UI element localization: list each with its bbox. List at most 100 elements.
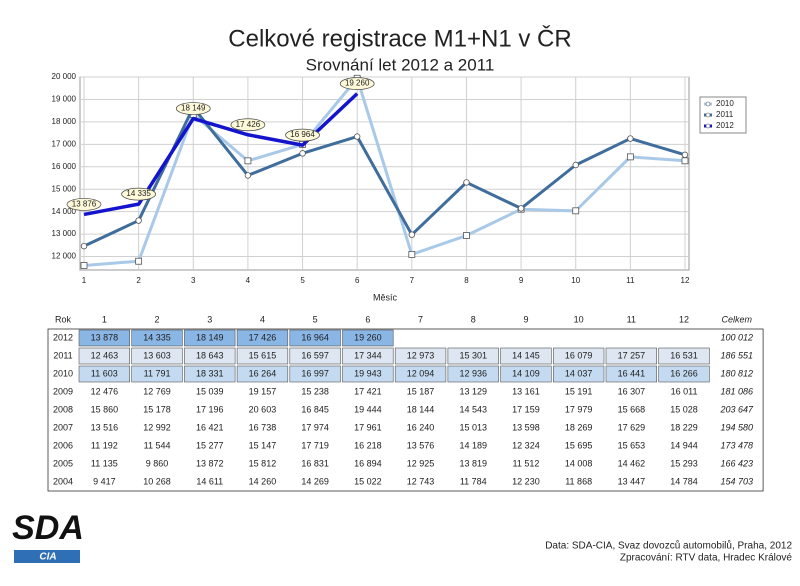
- table-cell: 14 944: [670, 440, 698, 450]
- table-cell: 2007: [53, 422, 73, 432]
- data-label: 19 260: [345, 79, 370, 88]
- table-cell: 20 603: [249, 404, 277, 414]
- table-cell: 17 426: [249, 332, 277, 342]
- table-cell: 18 144: [407, 404, 435, 414]
- table-cell: 203 647: [719, 404, 754, 414]
- table-cell: 154 703: [720, 476, 753, 486]
- table-cell: 14 037: [565, 368, 593, 378]
- footer-processing: Zpracování: RTV data, Hradec Králové: [620, 553, 793, 564]
- point: [463, 179, 470, 186]
- table-cell: 2006: [53, 440, 73, 450]
- table-cell-bg: [658, 347, 710, 365]
- y-tick-label: 19 000: [52, 95, 77, 104]
- table-cell: 16 307: [618, 386, 646, 396]
- y-tick-label: 12 000: [52, 252, 77, 261]
- table-cell: 13 819: [459, 458, 487, 468]
- table-cell: 15 860: [91, 404, 119, 414]
- x-tick-label: 9: [519, 276, 524, 285]
- table-cell: 11 784: [460, 476, 487, 486]
- table-cell: 17 196: [196, 404, 224, 414]
- table-cell: 16 738: [249, 422, 277, 432]
- table-cell: 14 260: [249, 476, 277, 486]
- y-tick-label: 13 000: [52, 229, 77, 238]
- table-cell-bg: [131, 365, 183, 383]
- table-cell: 13 598: [512, 422, 540, 432]
- table-header: 2: [155, 314, 160, 324]
- table-cell: 2005: [53, 458, 73, 468]
- y-tick-label: 17 000: [52, 139, 77, 148]
- table-cell: 16 218: [354, 440, 382, 450]
- y-tick-label: 16 000: [52, 162, 77, 171]
- table-cell: 13 872: [196, 458, 224, 468]
- table-cell: 9 860: [146, 458, 169, 468]
- table-cell: 17 979: [565, 404, 593, 414]
- table-cell-bg: [236, 365, 289, 383]
- table-cell: 18 269: [565, 422, 593, 432]
- table-cell: 15 277: [196, 440, 224, 450]
- data-label-bg: [339, 77, 375, 90]
- series-line: [83, 105, 686, 248]
- table-cell: 16 831: [301, 458, 329, 468]
- table-cell: 16 894: [354, 458, 382, 468]
- chart-subtitle: Srovnání let 2012 a 2011: [306, 55, 495, 74]
- table-cell: 13 878: [91, 332, 119, 342]
- table-cell: 14 543: [459, 404, 487, 414]
- point: [681, 151, 689, 159]
- table-cell: 15 238: [301, 386, 329, 396]
- table-cell: 194 580: [720, 422, 753, 432]
- table-cell: 16 845: [301, 404, 329, 414]
- table-cell: 17 257: [618, 350, 646, 360]
- chart-title: Celkové registrace M1+N1 v ČR: [228, 24, 571, 52]
- table-cell-bg: [605, 365, 658, 383]
- table-cell: 18 229: [670, 422, 698, 432]
- point: [572, 207, 580, 215]
- table-cell: 13 603: [143, 350, 171, 360]
- legend-label: 2012: [716, 121, 734, 130]
- point: [626, 153, 634, 161]
- table-cell: 16 266: [670, 368, 698, 378]
- table-header: 1: [102, 314, 107, 324]
- x-tick-label: 2: [136, 276, 141, 285]
- point: [80, 262, 88, 269]
- table-cell: 186 551: [720, 350, 753, 360]
- table-cell: 12 936: [459, 368, 487, 378]
- table-cell-bg: [78, 347, 131, 365]
- point: [80, 242, 88, 250]
- table-cell: 19 260: [354, 332, 382, 342]
- x-tick-label: 7: [410, 276, 415, 285]
- table-cell: 11 544: [144, 440, 171, 450]
- table-cell-bg: [658, 365, 710, 383]
- table-cell: 15 191: [565, 386, 593, 396]
- table-cell: 17 961: [354, 422, 382, 432]
- table-header: Rok: [55, 314, 72, 324]
- table-cell: 11 512: [513, 458, 540, 468]
- table-cell: 17 974: [301, 422, 329, 432]
- table-cell: 16 531: [670, 350, 698, 360]
- table-cell: 14 611: [196, 476, 223, 486]
- table-cell: 2009: [53, 386, 73, 396]
- x-tick-label: 8: [464, 276, 469, 285]
- table-header: 8: [471, 314, 476, 324]
- data-label: 13 876: [72, 200, 97, 209]
- table-cell: 16 964: [301, 332, 329, 342]
- table-cell-bg: [447, 347, 499, 365]
- table-cell: 19 157: [249, 386, 277, 396]
- table-cell: 13 161: [512, 386, 540, 396]
- y-tick-label: 14 000: [52, 207, 77, 216]
- point: [135, 257, 143, 265]
- table-cell: 2010: [53, 368, 73, 378]
- logo: SDA CIA: [12, 509, 84, 563]
- table-header: 10: [574, 314, 584, 324]
- point: [244, 157, 252, 165]
- table-cell: 15 668: [618, 404, 646, 414]
- table-cell: 15 301: [459, 350, 487, 360]
- table-cell: 19 943: [354, 368, 382, 378]
- table-header: 9: [523, 314, 528, 324]
- table-cell: 12 992: [143, 422, 171, 432]
- table-cell-bg: [131, 329, 183, 347]
- table-cell: 15 147: [249, 440, 277, 450]
- table-cell: 16 264: [249, 368, 277, 378]
- table-cell: 19 444: [354, 404, 382, 414]
- legend-marker: [705, 101, 711, 107]
- data-label-bg: [230, 118, 266, 132]
